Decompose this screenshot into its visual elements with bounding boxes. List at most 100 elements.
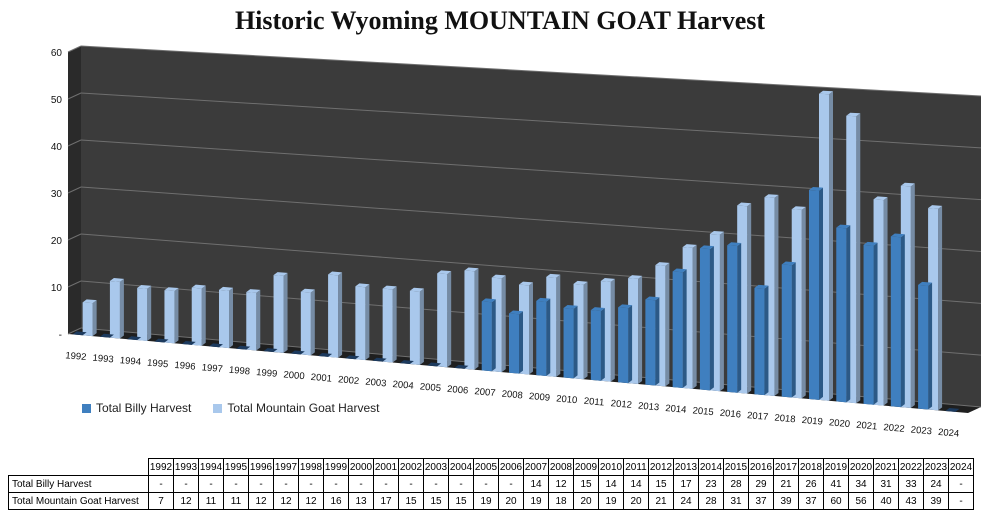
table-cell-billy: - (298, 475, 324, 493)
x-tick-label: 2018 (774, 413, 796, 426)
bar-billy-side (655, 297, 660, 386)
table-year-header: 2001 (373, 458, 399, 476)
chart-legend: Total Billy Harvest Total Mountain Goat … (82, 401, 379, 415)
bar-mountain-goat-top (519, 281, 533, 286)
x-tick-label: 1994 (119, 355, 141, 368)
bar-mountain-goat (191, 287, 202, 346)
table-cell-goat: 15 (398, 492, 424, 510)
bar-billy-empty (181, 340, 196, 345)
bar-mountain-goat-side (310, 289, 315, 356)
table-cell-billy: - (498, 475, 524, 493)
bar-billy-top (509, 310, 523, 315)
y-tick-label: 30 (51, 189, 63, 200)
table-cell-billy: - (448, 475, 474, 493)
x-tick-label: 2013 (638, 401, 660, 414)
bar-billy-side (682, 269, 687, 388)
table-cell-billy: 34 (848, 475, 874, 493)
bar-mountain-goat-side (883, 197, 888, 406)
bar-mountain-goat-side (147, 285, 152, 341)
table-year-header: 2017 (773, 458, 799, 476)
table-cell-billy: - (173, 475, 199, 493)
table-cell-billy: 14 (598, 475, 624, 493)
bar-mountain-goat-top (82, 299, 97, 304)
table-cell-goat: 11 (223, 492, 249, 510)
table-year-header: 1999 (323, 458, 349, 476)
bar-mountain-goat-top (655, 262, 670, 266)
table-year-header: 2024 (948, 458, 974, 476)
table-cell-goat: 28 (698, 492, 724, 510)
bar-billy (672, 271, 683, 388)
table-cell-goat: 39 (773, 492, 799, 510)
legend-label-goat: Total Mountain Goat Harvest (227, 401, 380, 415)
table-year-header: 2009 (573, 458, 599, 476)
bar-billy (481, 301, 492, 372)
x-tick-label: 2011 (583, 396, 604, 409)
table-cell-billy: 14 (623, 475, 649, 493)
table-cell-billy: 26 (798, 475, 824, 493)
x-tick-label: 2009 (528, 391, 550, 404)
bar-billy (809, 190, 819, 400)
table-cell-billy: - (148, 475, 174, 493)
bar-mountain-goat-top (273, 272, 288, 276)
table-cell-billy: - (348, 475, 374, 493)
bar-mountain-goat-side (338, 272, 343, 358)
bar-mountain-goat-side (529, 282, 533, 375)
table-cell-goat: 18 (548, 492, 574, 510)
table-cell-goat: 16 (323, 492, 349, 510)
x-tick-label: 2015 (692, 405, 714, 418)
bar-billy-top (563, 304, 578, 309)
bar-mountain-goat (355, 286, 366, 361)
bar-mountain-goat-top (846, 112, 861, 117)
y-gridline-side (67, 186, 82, 194)
bar-billy-top (836, 224, 851, 229)
bar-mountain-goat (464, 270, 475, 370)
bar-billy-top (809, 187, 823, 191)
bar-mountain-goat-top (709, 230, 724, 235)
y-gridline-side (67, 233, 82, 241)
bar-mountain-goat (273, 275, 284, 353)
table-year-header: 2023 (923, 458, 949, 476)
bar-mountain-goat-top (546, 273, 561, 278)
chart-plot-area: - 10 20 30 40 50 60 1992 1993 1994 1995 1996 1997 199… (51, 45, 982, 440)
table-year-header: 2003 (423, 458, 449, 476)
table-cell-goat: 20 (498, 492, 524, 510)
table-cell-billy: - (323, 475, 349, 493)
bar-mountain-goat-side (829, 91, 833, 401)
bar-billy-top (727, 242, 742, 247)
bar-billy-empty (399, 360, 414, 365)
x-tick-label: 2023 (910, 425, 932, 438)
bar-mountain-goat-side (256, 289, 261, 351)
bar-mountain-goat-top (409, 287, 424, 292)
bar-mountain-goat-side (283, 272, 288, 353)
bar-billy (536, 300, 547, 376)
bar-mountain-goat-side (556, 274, 561, 377)
bar-mountain-goat-side (501, 275, 506, 373)
table-row-goat: Total Mountain Goat Harvest 7 12 11 11 12 12 1… (8, 492, 974, 510)
bar-mountain-goat-top (628, 275, 643, 279)
bar-mountain-goat-side (747, 203, 752, 394)
bar-mountain-goat-top (682, 244, 697, 248)
bar-mountain-goat-top (137, 284, 152, 289)
bar-billy (699, 248, 710, 391)
x-tick-label: 1996 (174, 360, 196, 373)
bar-billy-top (918, 281, 933, 286)
bar-billy-top (645, 296, 660, 301)
bar-mountain-goat (82, 302, 93, 337)
bar-billy-empty (372, 357, 387, 362)
bar-mountain-goat-side (174, 288, 179, 344)
table-cell-goat: 37 (748, 492, 774, 510)
bar-mountain-goat-side (774, 194, 779, 397)
bar-mountain-goat-top (437, 270, 452, 275)
x-tick-label: 1995 (147, 357, 169, 370)
table-cell-billy: 24 (923, 475, 949, 493)
table-year-header: 1992 (148, 458, 174, 476)
x-tick-label: 2021 (856, 420, 878, 433)
table-cell-billy: 23 (698, 475, 724, 493)
table-year-header: 2016 (748, 458, 774, 476)
bar-billy-top (590, 307, 605, 311)
bar-mountain-goat-top (328, 271, 343, 276)
table-cell-billy: 21 (773, 475, 799, 493)
table-cell-billy: 15 (648, 475, 674, 493)
table-year-header: 2000 (348, 458, 374, 476)
bar-billy (781, 264, 792, 398)
